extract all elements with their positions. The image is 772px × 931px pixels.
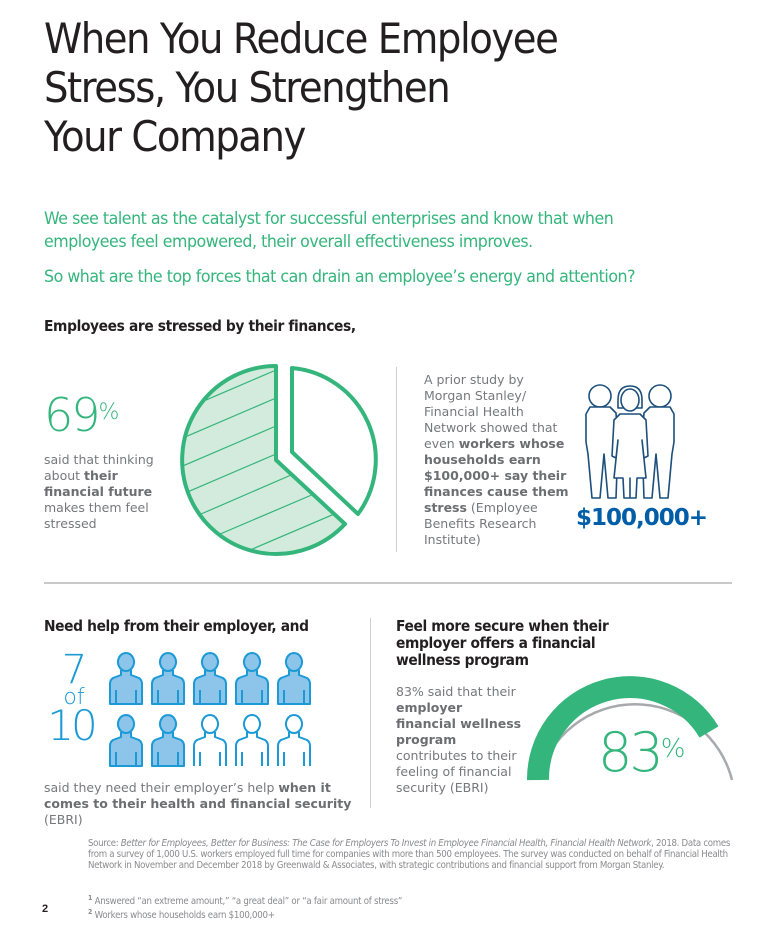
footnote-1: 1 Answered “an extreme amount,” “a great… (88, 893, 402, 907)
stat-83-caption: 83% said that their employer financial w… (396, 684, 526, 796)
caption-bold: employer financial wellness program (396, 700, 522, 747)
stress-heading: Employees are stressed by their finances… (44, 317, 356, 335)
title-line: Stress, You Strengthen (44, 63, 451, 112)
stat-7-caption: said they need their employer’s help whe… (44, 780, 364, 828)
secure-heading: Feel more secure when their employer off… (396, 617, 609, 669)
stat-69-percent: 69% (44, 392, 119, 438)
person-icon-filled (235, 652, 269, 705)
source-label: Source: (88, 838, 121, 849)
caption-text: said they need their employer’s help (44, 780, 279, 795)
stat-value: 83 (598, 721, 664, 784)
person-icon-filled (109, 652, 143, 705)
caption-text: 83% said that their (396, 684, 516, 699)
caption-text: said that thinking about (44, 452, 154, 483)
stat-7-of-10: 7 of 10 (44, 647, 104, 747)
person-icon-outline (277, 714, 311, 766)
section-divider (44, 582, 732, 584)
people-row (108, 650, 318, 710)
caption-text: makes them feel stressed (44, 500, 149, 531)
stat-unit: % (660, 734, 686, 764)
caption-text: (EBRI) (44, 812, 83, 827)
people-row (108, 712, 318, 772)
stat-unit: % (98, 400, 120, 425)
source-body: Data comes from a survey of 1,000 U.S. w… (88, 838, 731, 871)
caption-text: contributes to their feeling of financia… (396, 748, 517, 795)
numerator: 7 (61, 647, 87, 693)
page-number: 2 (42, 903, 49, 915)
stat-83-percent: 83% (598, 726, 685, 780)
source-paragraph: Source: Better for Employees, Better for… (88, 838, 736, 871)
footnotes: 1 Answered “an extreme amount,” “a great… (88, 893, 402, 921)
three-people-outline-icon (585, 384, 675, 499)
study-text: A prior study by Morgan Stanley/ Financi… (424, 372, 574, 548)
gauge-chart-83 (526, 676, 734, 781)
footnote-text: Answered “an extreme amount,” “a great d… (92, 896, 403, 908)
intro-text: We see talent as the catalyst for succes… (44, 208, 695, 289)
income-label: $100,000+ (576, 505, 708, 531)
column-divider (370, 618, 371, 808)
denominator: 10 (47, 701, 97, 750)
source-year: , 2018. (651, 838, 680, 849)
footnote-2: 2 Workers whose households earn $100,000… (88, 907, 402, 921)
person-icon-filled (151, 714, 185, 767)
of-label: of (63, 685, 85, 710)
source-note: Source: Better for Employees, Better for… (88, 838, 730, 871)
person-icon-outline (193, 714, 227, 766)
caption-bold: when it comes to their health and financ… (44, 780, 352, 811)
intro-line: employees feel empowered, their overall … (44, 232, 533, 252)
study-text-bold: workers whose households earn $100,000+ … (424, 436, 569, 515)
person-icon-filled (193, 652, 227, 705)
stat-69-caption: said that thinking about their financial… (44, 452, 174, 532)
title-line: When You Reduce Employee (44, 14, 559, 63)
footnote-number: 2 (88, 908, 93, 917)
column-divider (396, 367, 397, 552)
heading-line: Feel more secure when their (396, 617, 609, 635)
heading-line: employer offers a financial (396, 634, 596, 652)
person-icon-filled (109, 714, 143, 767)
page-title: When You Reduce Employee Stress, You Str… (44, 14, 633, 161)
study-text-part: A prior study by Morgan Stanley/ Financi… (424, 372, 558, 451)
footnote-text: Workers whose households earn $100,000+ (92, 910, 275, 922)
title-line: Your Company (44, 112, 306, 161)
help-heading: Need help from their employer, and (44, 617, 309, 635)
source-title: Better for Employees, Better for Busines… (120, 838, 652, 849)
stat-value: 69 (44, 388, 101, 442)
caption-bold: their financial future (44, 468, 153, 499)
pie-chart-69 (180, 364, 378, 556)
intro-line: We see talent as the catalyst for succes… (44, 209, 614, 229)
heading-line: wellness program (396, 651, 529, 669)
footnote-number: 1 (88, 894, 93, 902)
intro-question: So what are the top forces that can drai… (44, 267, 636, 287)
person-icon-filled (151, 652, 185, 705)
person-icon-outline (235, 714, 269, 766)
people-pictogram (108, 650, 318, 772)
study-text-part: (Employee Benefits Research Institute) (424, 500, 538, 547)
person-icon-filled (277, 652, 311, 705)
